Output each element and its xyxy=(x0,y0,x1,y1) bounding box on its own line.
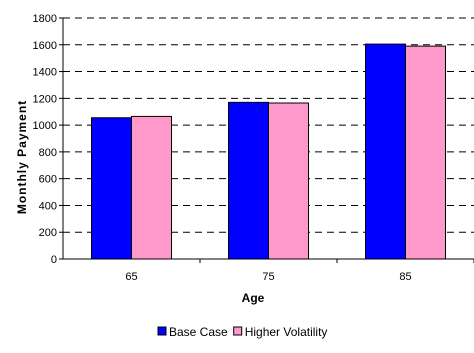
y-tick-label: 600 xyxy=(39,174,57,186)
legend-swatch xyxy=(157,326,167,336)
bar-base-case xyxy=(228,101,269,260)
y-tick-labels: 0 200 400 600 800 1000 1200 1400 1600 1800 xyxy=(33,13,57,266)
y-tick-label: 1400 xyxy=(33,67,57,79)
bar-higher-volatility xyxy=(131,115,172,260)
y-tick-label: 800 xyxy=(39,147,57,159)
y-tick-label: 1800 xyxy=(33,13,57,25)
x-tick-label: 85 xyxy=(399,271,411,283)
x-axis-label: Age xyxy=(242,291,265,305)
x-tick-label: 75 xyxy=(262,271,274,283)
legend-swatch xyxy=(233,326,243,336)
legend-label: Higher Volatility xyxy=(245,325,328,339)
y-axis-label: Monthly Payment xyxy=(15,100,29,214)
legend-label: Base Case xyxy=(169,325,228,339)
axes xyxy=(62,18,474,263)
y-tick-label: 400 xyxy=(39,200,57,212)
bar-base-case xyxy=(91,117,132,260)
y-tick-label: 1000 xyxy=(33,120,57,132)
bars xyxy=(91,43,446,260)
y-tick-label: 200 xyxy=(39,227,57,239)
legend: Base Case Higher Volatility xyxy=(157,325,328,339)
y-tick-label: 0 xyxy=(51,254,57,266)
bar-base-case xyxy=(365,43,406,260)
y-tick-label: 1200 xyxy=(33,93,57,105)
x-tick-labels: 65 75 85 xyxy=(125,271,411,283)
x-tick-label: 65 xyxy=(125,271,137,283)
bar-higher-volatility xyxy=(405,45,446,260)
y-tick-label: 1600 xyxy=(33,40,57,52)
bar-higher-volatility xyxy=(268,102,309,260)
